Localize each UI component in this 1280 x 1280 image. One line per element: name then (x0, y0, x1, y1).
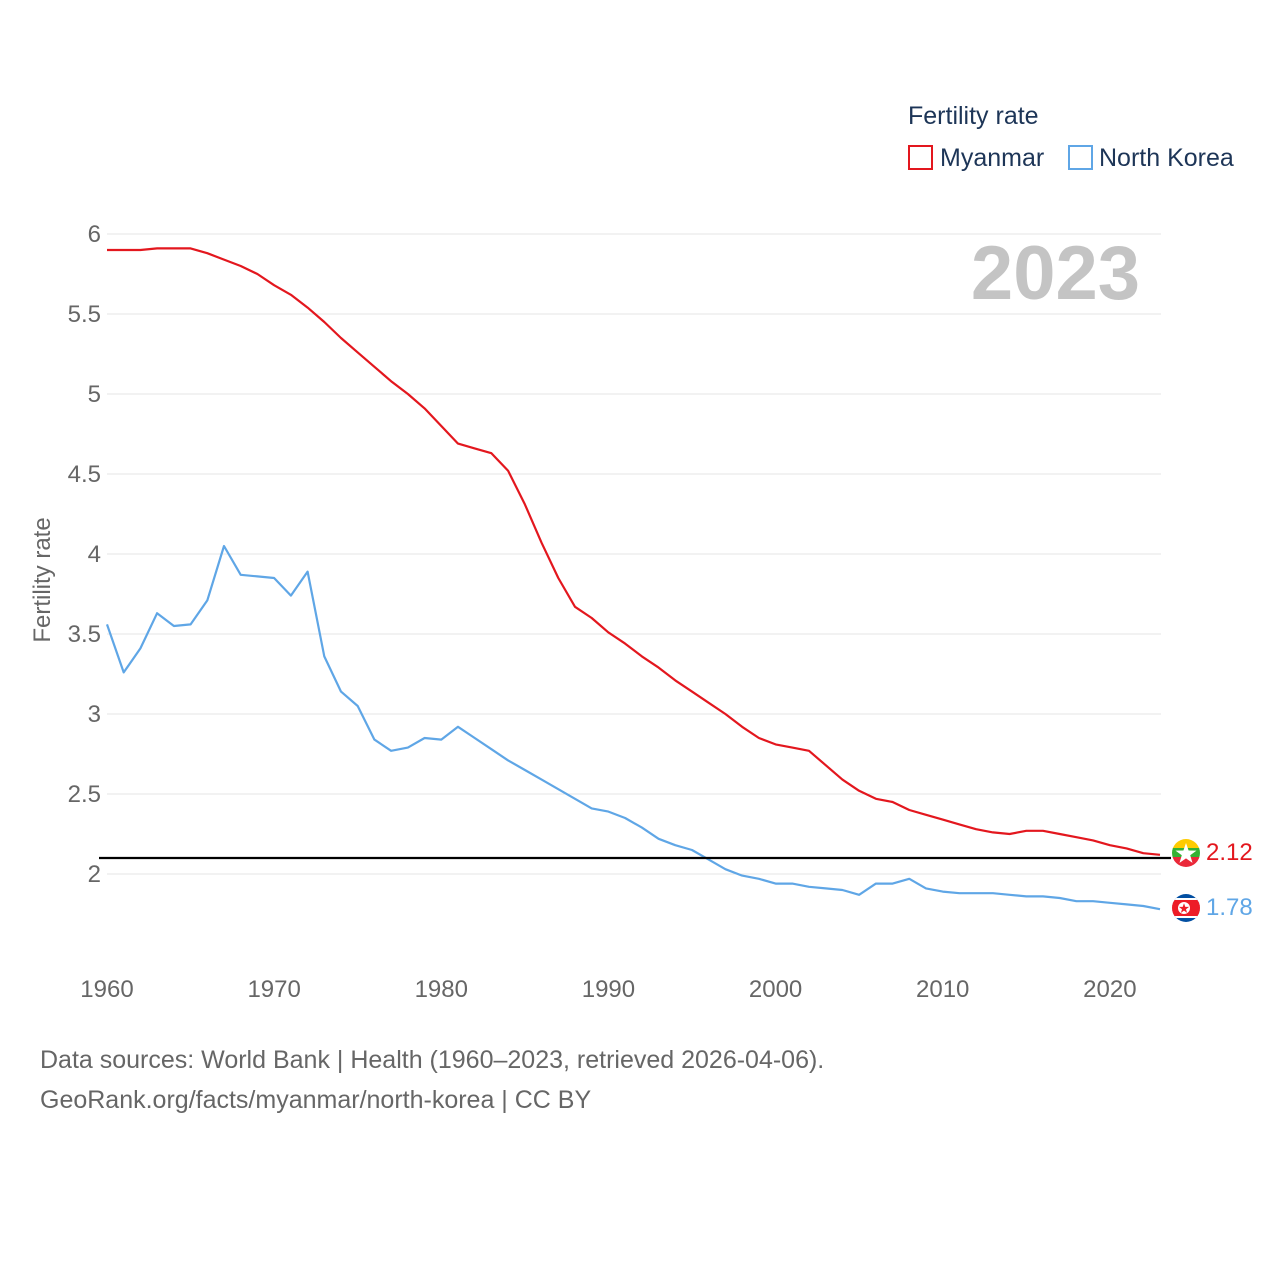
y-tick-label: 5 (88, 381, 101, 408)
legend-label-myanmar[interactable]: Myanmar (940, 144, 1044, 172)
legend-swatch-north-korea[interactable] (1068, 145, 1093, 170)
fertility-chart: Fertility rate Myanmar North Korea Ferti… (29, 102, 1253, 1003)
y-tick-label: 3 (88, 701, 101, 728)
x-tick-label: 1970 (247, 976, 300, 1003)
legend-swatch-myanmar[interactable] (908, 145, 933, 170)
legend-title: Fertility rate (908, 102, 1039, 130)
gridlines (107, 233, 1161, 875)
year-label: 2023 (971, 231, 1140, 316)
x-tick-label: 2010 (916, 976, 969, 1003)
x-tick-label: 1980 (415, 976, 468, 1003)
series-layer (105, 247, 1161, 911)
end-value-label-north-korea: 1.78 (1206, 894, 1253, 921)
x-tick-label: 1990 (582, 976, 635, 1003)
end-markers: 2.12 1.78 (1206, 839, 1253, 921)
x-tick-label: 2020 (1083, 976, 1136, 1003)
y-tick-label: 2 (88, 861, 101, 888)
y-tick-label: 4.5 (68, 461, 101, 488)
myanmar-flag-icon (1172, 839, 1200, 867)
y-tick-label: 6 (88, 221, 101, 248)
y-tick-label: 4 (88, 541, 101, 568)
x-axis-ticks: 1960 1970 1980 1990 2000 2010 2020 (80, 976, 1136, 1003)
end-value-label-myanmar: 2.12 (1206, 839, 1253, 866)
data-source-text: Data sources: World Bank | Health (1960–… (40, 1046, 825, 1074)
y-tick-label: 3.5 (68, 621, 101, 648)
y-tick-label: 2.5 (68, 781, 101, 808)
y-axis-ticks: 2 2.5 3 3.5 4 4.5 5 5.5 6 (68, 221, 101, 888)
footer: Data sources: World Bank | Health (1960–… (40, 1040, 824, 1120)
series-line-north-korea[interactable] (105, 544, 1161, 911)
y-axis-label: Fertility rate (29, 517, 56, 642)
attribution-text: GeoRank.org/facts/myanmar/north-korea | … (40, 1086, 592, 1114)
legend: Fertility rate Myanmar North Korea (908, 102, 1234, 172)
y-tick-label: 5.5 (68, 301, 101, 328)
series-line-myanmar[interactable] (107, 247, 1161, 856)
north-korea-flag-icon (1172, 894, 1200, 922)
x-tick-label: 2000 (749, 976, 802, 1003)
x-tick-label: 1960 (80, 976, 133, 1003)
legend-label-north-korea[interactable]: North Korea (1099, 144, 1234, 172)
